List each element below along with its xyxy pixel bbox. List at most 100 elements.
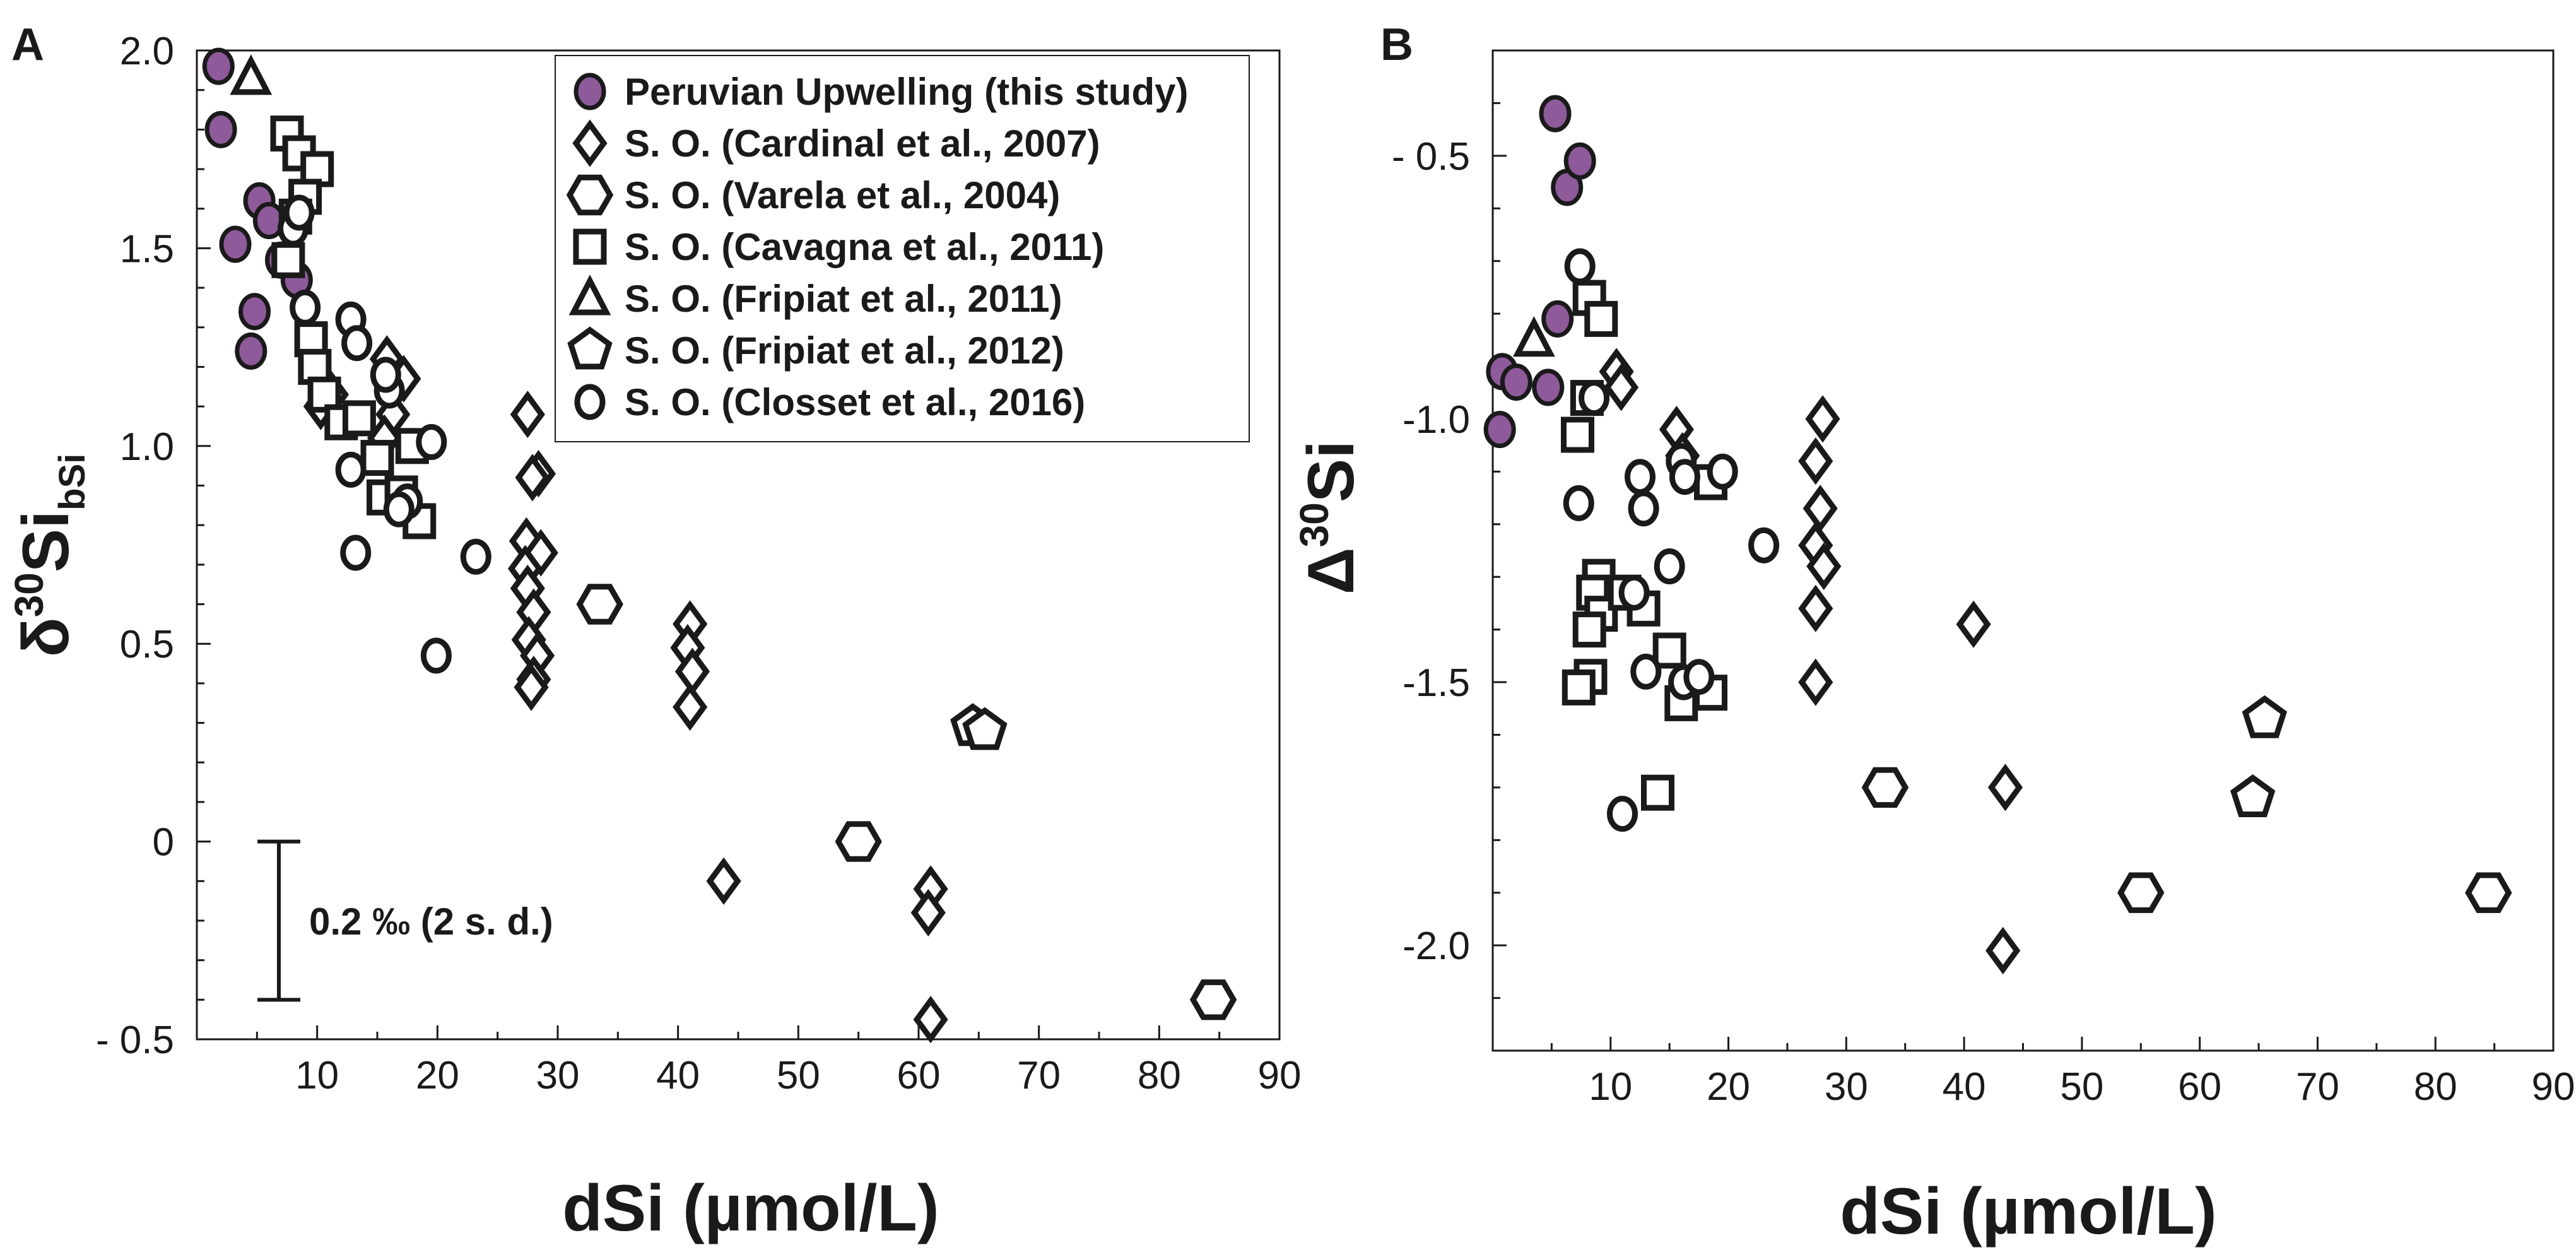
panel-b-point-circle-filled — [1500, 363, 1532, 401]
panel-b-ytick-label: -1.5 — [1403, 661, 1470, 705]
panel-a-point-pentagon — [962, 707, 1008, 750]
error-bar-label: 0.2 ‰ (2 s. d.) — [309, 900, 553, 943]
panel-b-point-diamond — [1798, 437, 1833, 485]
panel-a-ytick-label: 1.5 — [120, 227, 174, 271]
panel-a-point-diamond — [910, 888, 946, 937]
panel-b-xtick-label: 30 — [1825, 1065, 1868, 1109]
panel-a-point-square — [271, 242, 305, 278]
panel-b-point-circle — [1669, 459, 1700, 495]
panel-a-point-circle — [340, 534, 372, 571]
panel-b-point-circle — [1563, 485, 1594, 521]
panel-a-xtick-label: 20 — [416, 1054, 459, 1097]
panel-a-point-circle — [283, 194, 315, 231]
legend-entry-cavagna: S. O. (Cavagna et al., 2011) — [573, 226, 1104, 268]
panel-a-point-circle — [420, 637, 452, 674]
panel-b-point-square — [1584, 300, 1618, 337]
legend-label-fripiat2012: S. O. (Fripiat et al., 2012) — [625, 329, 1064, 372]
legend-marker-peru — [573, 73, 606, 110]
panel-b-point-diamond — [1806, 542, 1842, 591]
legend-entry-cardinal: S. O. (Cardinal et al., 2007) — [572, 119, 1100, 167]
panel-b-series-4 — [1512, 316, 1555, 357]
panel-a-ytick-label: 1.0 — [120, 425, 174, 469]
panel-b-point-diamond — [1956, 600, 1991, 648]
panel-a-point-circle — [416, 424, 447, 460]
legend-entry-varela: S. O. (Varela et al., 2004) — [566, 174, 1060, 216]
panel-a-point-circle-filled — [219, 225, 252, 263]
panel-a-point-diamond — [515, 454, 550, 502]
legend-marker-varela — [566, 174, 614, 216]
panel-a-series-4 — [230, 54, 273, 95]
panel-b-label: B — [1380, 20, 1413, 70]
panel-a-ticks: 10 20 30 40 50 60 70 80 90 2.0 1.5 1.0 0.5 0 - 0.5 — [96, 30, 1302, 1097]
panel-b-point-circle-filled — [1532, 369, 1565, 406]
panel-a-ytick-label: 0 — [153, 821, 174, 865]
legend: Peruvian Upwelling (this study) S. O. (Ca… — [555, 55, 1250, 442]
panel-b-point-square — [1561, 416, 1594, 453]
panel-b-point-hexagon — [1861, 767, 1909, 808]
panel-b-x-axis-label: dSi (µmol/L) — [1840, 1175, 2216, 1248]
panel-a-series-5 — [950, 703, 1008, 750]
panel-b-series-5 — [2230, 695, 2288, 817]
panel-a-point-circle — [290, 289, 321, 326]
legend-label-cavagna: S. O. (Cavagna et al., 2011) — [625, 226, 1104, 268]
panel-a-xtick-label: 60 — [897, 1054, 941, 1097]
legend-label-closset: S. O. (Closset et al., 2016) — [625, 381, 1085, 423]
panel-b-y-label-sup: 30 — [1291, 502, 1337, 547]
legend-label-cardinal: S. O. (Cardinal et al., 2007) — [625, 122, 1100, 165]
panel-a-point-circle — [335, 451, 367, 488]
panel-b-point-square — [1652, 632, 1686, 669]
panel-a-point-diamond — [514, 663, 549, 711]
panel-a-point-circle — [460, 538, 491, 575]
panel-a-xtick-label: 70 — [1017, 1054, 1061, 1097]
panel-b-point-diamond — [1805, 395, 1840, 443]
panel-b-point-square — [1641, 774, 1674, 811]
panel-a-point-circle-filled — [235, 332, 268, 370]
panel-a-point-circle — [341, 325, 373, 362]
panel-b-series-2 — [1861, 767, 2512, 913]
panel-a-ytick-label: 0.5 — [120, 623, 174, 666]
panel-a-point-circle-filled — [204, 110, 237, 148]
panel-b-points — [1483, 95, 2512, 975]
panel-a-y-label-sup: 30 — [6, 572, 52, 617]
panel-b-series-6 — [1563, 248, 1780, 832]
panel-b-plot-frame — [1491, 49, 2555, 1052]
panel-a-point-square — [342, 400, 376, 437]
panel-a-xtick-label: 50 — [777, 1054, 820, 1097]
panel-b-point-pentagon — [2230, 774, 2276, 817]
panel-a-point-diamond — [510, 391, 545, 439]
panel-b-point-circle — [1748, 527, 1780, 564]
panel-b-xtick-label: 50 — [2060, 1065, 2103, 1109]
panel-a-point-square — [360, 440, 394, 476]
panel-a-error-bar: 0.2 ‰ (2 s. d.) — [257, 839, 553, 1002]
panel-b-point-square — [1572, 611, 1606, 648]
panel-a-point-circle — [383, 491, 415, 528]
panel-b-xtick-label: 90 — [2532, 1065, 2575, 1109]
panel-a-y-label-delta: δ — [9, 617, 83, 657]
panel-b-series-3 — [1561, 280, 1727, 811]
panel-a-series-6 — [278, 194, 491, 674]
panel-b-point-circle — [1564, 248, 1596, 285]
panel-a-point-circle — [370, 357, 401, 393]
legend-frame — [555, 55, 1250, 442]
panel-b-point-circle-filled — [1483, 411, 1516, 449]
panel-b-point-circle-filled — [1539, 95, 1572, 133]
legend-label-varela: S. O. (Varela et al., 2004) — [625, 174, 1060, 216]
panel-a-point-diamond — [673, 683, 708, 731]
panel-a-ytick-label: - 0.5 — [96, 1018, 174, 1062]
legend-label-peru: Peruvian Upwelling (this study) — [625, 71, 1188, 113]
panel-a-x-axis-label: dSi (µmol/L) — [562, 1172, 939, 1245]
panel-b-point-circle-filled — [1541, 300, 1574, 338]
panel-b-point-circle — [1625, 459, 1656, 495]
panel-b-ticks: 10 20 30 40 50 60 70 80 90 - 0.5 -1.0 -1.5 -2.0 — [1392, 49, 2575, 1109]
panel-b-xtick-label: 60 — [2178, 1065, 2221, 1109]
legend-label-fripiat2011: S. O. (Fripiat et al., 2011) — [625, 278, 1062, 320]
panel-a-point-hexagon — [835, 821, 882, 862]
panel-b-point-diamond — [1798, 584, 1833, 632]
panel-a-point-hexagon — [576, 584, 623, 625]
panel-b-series-0 — [1483, 95, 1596, 449]
panel-b-point-diamond — [1798, 658, 1833, 706]
panel-a: 10 20 30 40 50 60 70 80 90 2.0 1.5 1.0 0.5 0 - 0.5 0.2… — [6, 30, 1301, 1245]
panel-b-point-hexagon — [2117, 872, 2165, 913]
legend-marker-fripiat2011 — [568, 274, 611, 316]
